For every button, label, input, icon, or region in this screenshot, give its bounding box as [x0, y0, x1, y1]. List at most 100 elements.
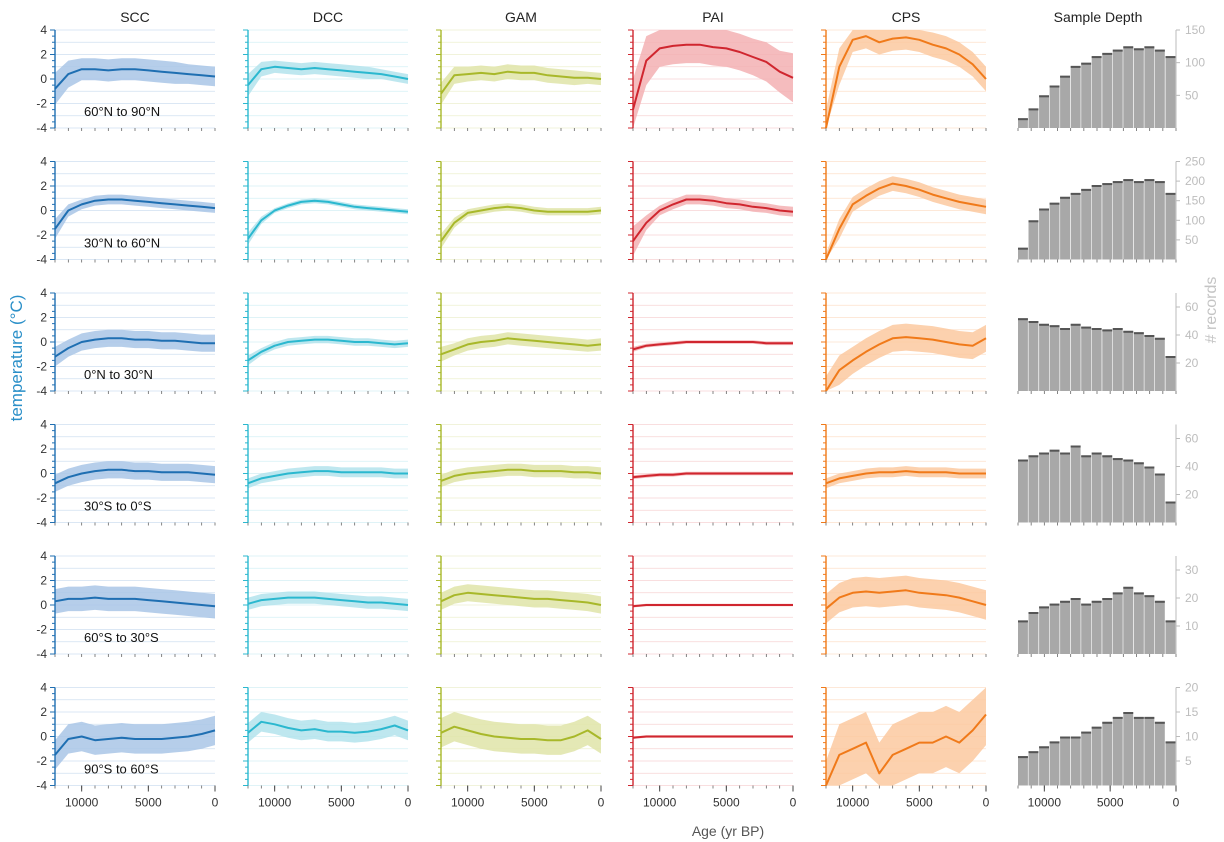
depth-bar — [1144, 716, 1155, 786]
line-scc-row1 — [54, 68, 216, 90]
depth-bar — [1060, 196, 1070, 260]
depth-tick-label: 40 — [1185, 328, 1199, 342]
band-gam-row5 — [441, 584, 601, 614]
depth-bar-top — [1081, 731, 1092, 734]
depth-bar-top — [1154, 337, 1165, 340]
line-pai-row5 — [632, 604, 793, 608]
line-scc-row3 — [54, 337, 215, 358]
y-tick-label: 0 — [40, 467, 47, 481]
depth-tick-label: 250 — [1185, 155, 1205, 169]
band-dcc-row6 — [248, 712, 408, 743]
depth-bar — [1039, 208, 1049, 260]
depth-bar — [1018, 118, 1028, 128]
y-tick-label: -4 — [36, 516, 47, 530]
depth-bar — [1133, 592, 1144, 654]
depth-bar-top — [1060, 75, 1070, 78]
x-tick-label: 5000 — [521, 796, 548, 810]
depth-bar-top — [1144, 179, 1155, 182]
depth-bar-top — [1060, 736, 1070, 739]
line-scc-row6 — [54, 729, 216, 756]
depth-bar — [1091, 726, 1102, 786]
y-tick-label: 2 — [40, 311, 47, 325]
depth-bar-top — [1018, 318, 1028, 321]
x-tick-label: 10000 — [258, 796, 292, 810]
region-label: 30°S to 0°S — [84, 499, 152, 514]
depth-bar-top — [1091, 328, 1102, 330]
line-scc-row4 — [54, 468, 216, 485]
depth-bar — [1091, 600, 1102, 654]
line-gam-row3 — [440, 337, 602, 356]
depth-tick-label: 200 — [1185, 174, 1205, 188]
depth-tick-label: 100 — [1185, 213, 1205, 227]
y-tick-label: 4 — [40, 155, 47, 169]
depth-bar-top — [1091, 185, 1102, 187]
y-tick-label: -2 — [36, 360, 47, 374]
depth-bar-top — [1133, 48, 1144, 51]
y-tick-label: -2 — [36, 97, 47, 111]
depth-bar — [1028, 220, 1039, 260]
depth-bar-top — [1039, 95, 1049, 98]
band-gam-row3 — [441, 332, 601, 362]
x-tick-label: 5000 — [906, 796, 933, 810]
line-gam-row4 — [440, 468, 602, 482]
depth-bar-top — [1123, 586, 1134, 589]
depth-bar-top — [1144, 716, 1155, 719]
y-tick-label: 4 — [40, 418, 47, 432]
depth-bar — [1165, 192, 1176, 260]
depth-bar-top — [1165, 741, 1176, 744]
depth-bar-top — [1112, 181, 1123, 184]
depth-bar — [1081, 603, 1092, 654]
region-label: 90°S to 60°S — [84, 762, 159, 777]
uncertainty-band-layer — [55, 30, 986, 786]
depth-bar — [1102, 183, 1113, 260]
depth-bar-top — [1144, 595, 1155, 598]
depth-bar-top — [1091, 56, 1102, 59]
depth-bar — [1144, 335, 1155, 391]
depth-bar-top — [1028, 455, 1039, 458]
depth-bar — [1154, 721, 1165, 786]
line-cps-row4 — [825, 470, 986, 485]
method-title-dcc: DCC — [313, 9, 343, 25]
band-pai-row1 — [633, 30, 793, 128]
x-tick-label: 10000 — [643, 796, 677, 810]
line-cps-row6 — [825, 713, 987, 786]
depth-bar-top — [1102, 598, 1113, 600]
y-tick-label: 2 — [40, 48, 47, 62]
y-tick-label: 0 — [40, 204, 47, 218]
depth-bar — [1028, 612, 1039, 654]
x-tick-label: 5000 — [328, 796, 355, 810]
y-tick-label: 4 — [40, 681, 47, 695]
depth-bar-top — [1165, 356, 1176, 358]
depth-tick-label: 50 — [1185, 233, 1199, 247]
depth-bar-top — [1091, 726, 1102, 729]
depth-bar — [1070, 323, 1081, 391]
depth-bar — [1165, 356, 1176, 391]
band-cps-row2 — [826, 176, 986, 260]
depth-bar — [1123, 46, 1134, 128]
depth-bar — [1112, 181, 1123, 260]
depth-bar — [1070, 736, 1081, 786]
depth-bar — [1049, 325, 1060, 391]
depth-bar-top — [1091, 452, 1102, 455]
y-tick-label: 0 — [40, 335, 47, 349]
depth-bar-top — [1144, 46, 1155, 49]
depth-bar-top — [1133, 462, 1144, 465]
line-dcc-row3 — [247, 338, 409, 362]
depth-bar-top — [1060, 196, 1070, 199]
depth-bar-top — [1154, 49, 1165, 52]
x-tick-label: 0 — [983, 796, 990, 810]
depth-bar — [1165, 501, 1176, 523]
depth-tick-label: 40 — [1185, 460, 1199, 474]
depth-bar — [1028, 455, 1039, 523]
depth-bar-top — [1102, 52, 1113, 55]
y-tick-label: 4 — [40, 286, 47, 300]
depth-bar — [1144, 46, 1155, 128]
depth-bar-top — [1112, 49, 1123, 52]
line-cps-row2 — [825, 182, 987, 260]
depth-bar — [1091, 452, 1102, 523]
depth-bar — [1165, 741, 1176, 786]
depth-bar-top — [1091, 600, 1102, 603]
depth-bar — [1081, 326, 1092, 391]
depth-bar-top — [1123, 330, 1134, 333]
depth-bar-top — [1112, 458, 1123, 461]
